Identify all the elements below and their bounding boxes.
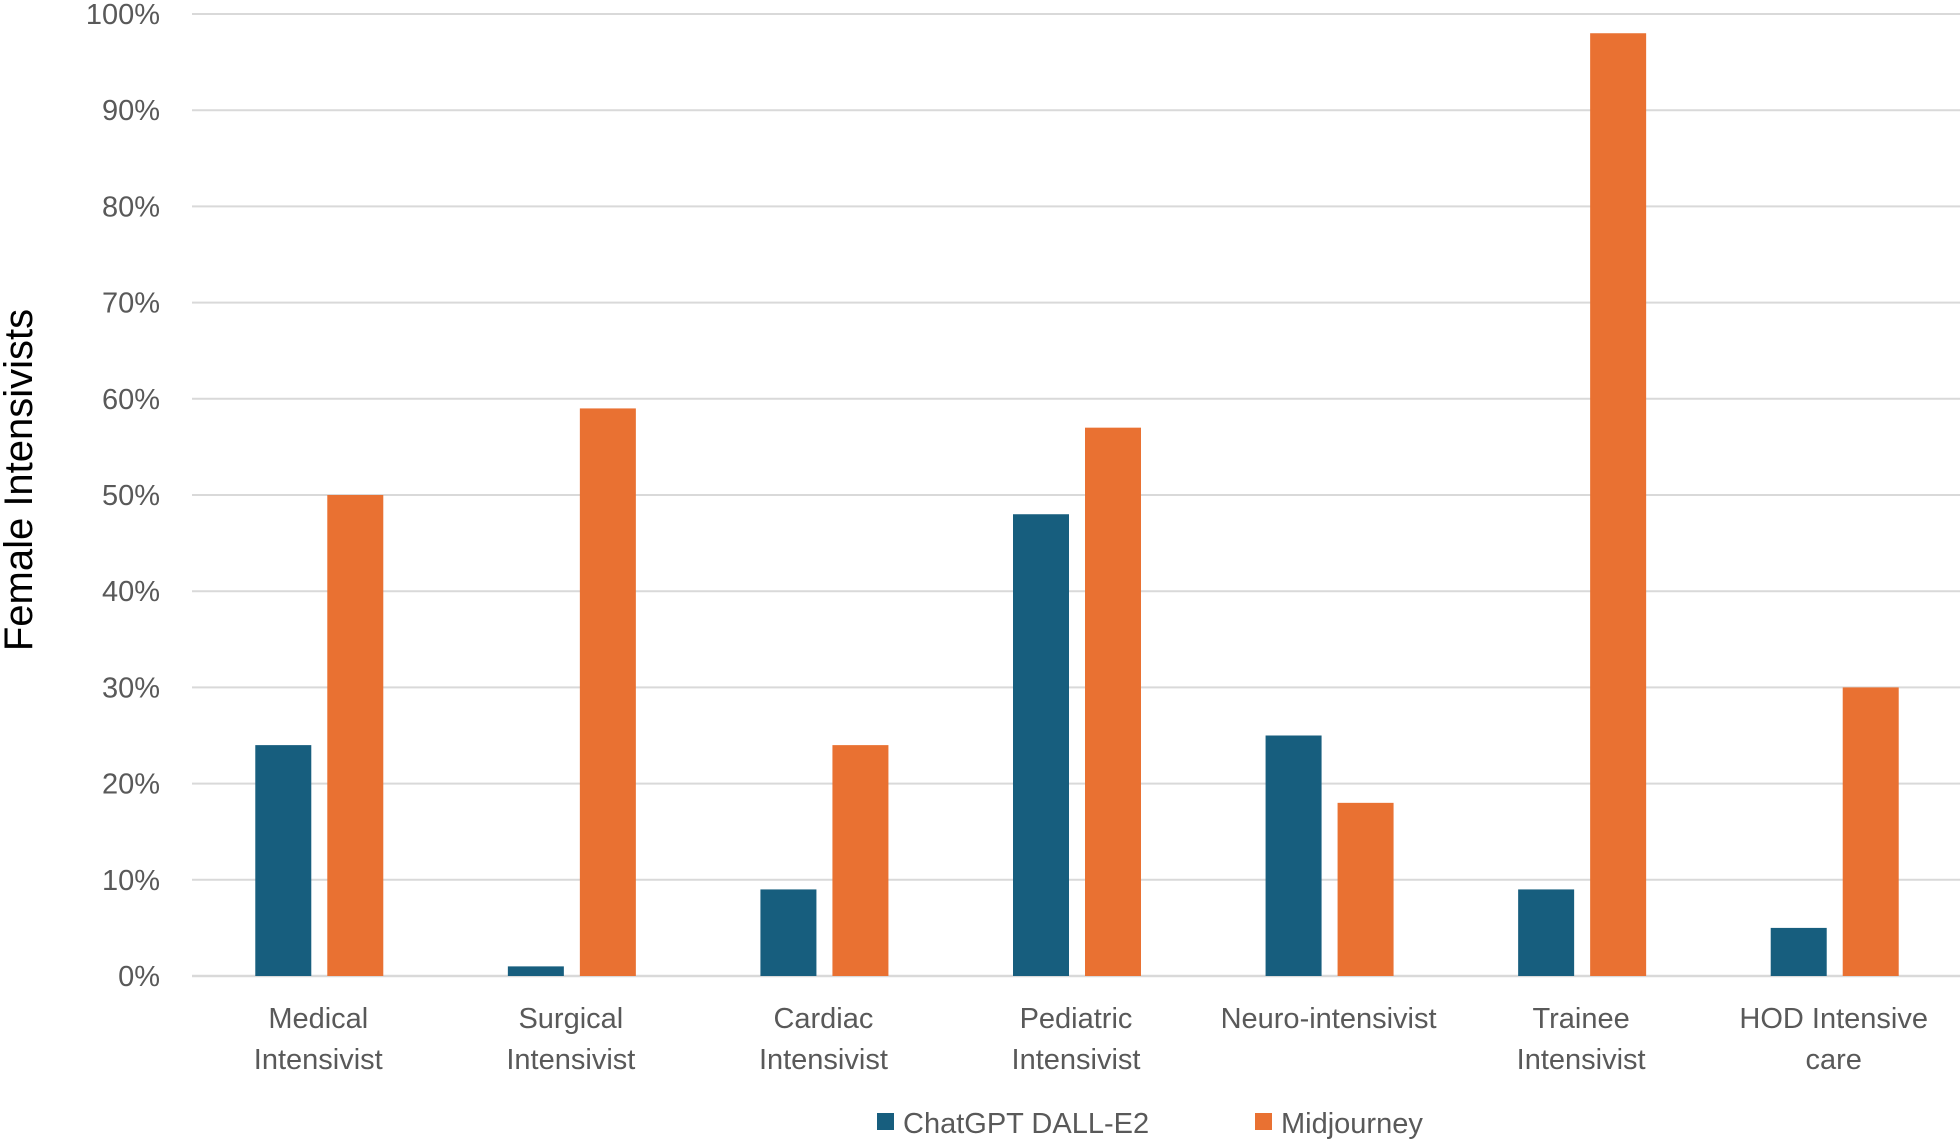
y-tick-label: 90% — [102, 95, 160, 127]
bars — [255, 33, 1899, 977]
y-tick-label: 40% — [102, 576, 160, 608]
bar-midjourney — [1590, 33, 1647, 977]
x-axis-ticks: Medical Intensivist Surgical Intensivist Car… — [254, 1003, 1928, 1076]
y-axis-ticks: 0% 10% 20% 30% 40% 50% 60% 70% 80% 90% 100% — [86, 0, 160, 993]
y-tick-label: 30% — [102, 672, 160, 704]
y-tick-label: 80% — [102, 191, 160, 223]
legend-label: ChatGPT DALL-E2 — [903, 1108, 1149, 1140]
y-tick-label: 50% — [102, 480, 160, 512]
x-tick-label: HOD Intensive care — [1739, 1003, 1928, 1076]
x-tick-label: Pediatric Intensivist — [1012, 1003, 1141, 1076]
bar-chatgpt-dalle2 — [760, 889, 817, 976]
x-tick-label: Neuro-intensivist — [1221, 1003, 1437, 1035]
x-tick-label: Trainee Intensivist — [1517, 1003, 1646, 1076]
bar-chatgpt-dalle2 — [1770, 927, 1827, 976]
y-tick-label: 100% — [86, 0, 160, 31]
bar-midjourney — [832, 745, 889, 976]
bar-chatgpt-dalle2 — [1265, 735, 1322, 976]
bar-chatgpt-dalle2 — [255, 745, 312, 976]
legend-swatch — [1255, 1113, 1272, 1130]
bar-midjourney — [1842, 687, 1899, 976]
legend-label: Midjourney — [1281, 1108, 1423, 1140]
x-tick-label: Medical Intensivist — [254, 1003, 383, 1076]
y-axis-label: Female Intensivists — [0, 309, 41, 651]
legend: ChatGPT DALL-E2 Midjourney — [877, 1108, 1423, 1140]
y-tick-label: 60% — [102, 384, 160, 416]
bar-midjourney — [1337, 802, 1394, 976]
gridlines — [192, 13, 1960, 978]
bar-midjourney — [579, 408, 636, 976]
y-tick-label: 10% — [102, 865, 160, 897]
bar-chatgpt-dalle2 — [507, 966, 564, 976]
y-tick-label: 0% — [118, 961, 160, 993]
x-tick-label: Surgical Intensivist — [506, 1003, 635, 1076]
bar-midjourney — [327, 495, 384, 976]
bar-chatgpt-dalle2 — [1013, 514, 1069, 976]
bar-midjourney — [1085, 427, 1141, 976]
legend-swatch — [877, 1113, 894, 1130]
y-tick-label: 70% — [102, 288, 160, 320]
bar-chatgpt-dalle2 — [1518, 889, 1575, 976]
y-tick-label: 20% — [102, 769, 160, 801]
x-tick-label: Cardiac Intensivist — [759, 1003, 888, 1076]
